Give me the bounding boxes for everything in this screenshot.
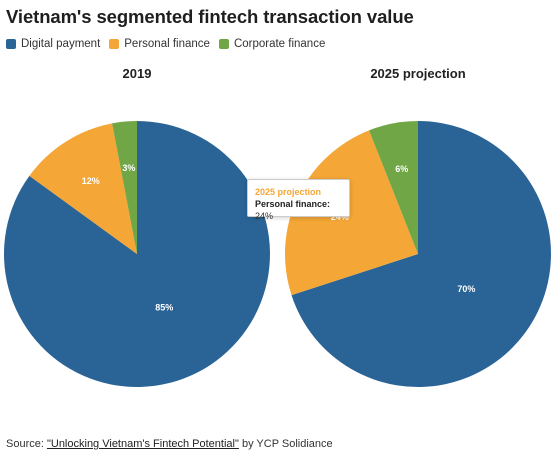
chart-title: Vietnam's segmented fintech transaction … bbox=[6, 6, 414, 27]
slice-label: 70% bbox=[457, 284, 475, 294]
source-note: Source: "Unlocking Vietnam's Fintech Pot… bbox=[6, 438, 333, 450]
tooltip-value: 24% bbox=[255, 211, 274, 221]
slice-label: 6% bbox=[395, 164, 408, 174]
legend-label: Personal finance bbox=[124, 38, 210, 50]
legend-item-corporate-finance[interactable]: Corporate finance bbox=[218, 38, 326, 50]
tooltip-label: Personal finance: bbox=[255, 199, 331, 209]
tooltip-title: 2025 projection bbox=[255, 187, 322, 197]
source-prefix: Source: bbox=[6, 438, 47, 450]
source-suffix: by YCP Solidiance bbox=[238, 438, 333, 450]
pie-title: 2019 bbox=[123, 66, 152, 81]
slice-label: 3% bbox=[122, 163, 135, 173]
pie-2019: 2019 85% 12% 3% bbox=[3, 66, 270, 387]
pie-slice-corporate-finance[interactable] bbox=[369, 121, 418, 254]
legend: Digital payment Personal finance Corpora… bbox=[6, 38, 334, 50]
legend-label: Corporate finance bbox=[233, 38, 326, 50]
source-link[interactable]: "Unlocking Vietnam's Fintech Potential" bbox=[46, 438, 239, 450]
pie-slice-corporate-finance[interactable] bbox=[112, 121, 137, 254]
slice-label: 12% bbox=[82, 176, 100, 186]
pie-slice-personal-finance[interactable] bbox=[285, 130, 418, 296]
legend-swatch bbox=[109, 39, 120, 49]
slice-label: 85% bbox=[155, 302, 173, 312]
legend-item-personal-finance[interactable]: Personal finance bbox=[109, 38, 210, 50]
pie-title: 2025 projection bbox=[370, 66, 465, 81]
legend-swatch bbox=[218, 39, 229, 49]
legend-label: Digital payment bbox=[21, 38, 101, 50]
pie-2025-projection: 2025 projection 70% 24% 6% bbox=[285, 66, 552, 387]
slice-label: 24% bbox=[331, 212, 349, 222]
legend-item-digital-payment[interactable]: Digital payment bbox=[6, 38, 100, 50]
tooltip: 2025 projection Personal finance: 24% bbox=[247, 179, 350, 221]
pie-charts: 2019 85% 12% 3% 2025 projection 70% 24% 6% bbox=[3, 66, 552, 387]
pie-slice-digital-payment[interactable] bbox=[3, 121, 270, 387]
pie-slice-personal-finance[interactable] bbox=[29, 123, 137, 254]
pie-slice-digital-payment[interactable] bbox=[291, 120, 552, 387]
legend-swatch bbox=[6, 39, 16, 49]
